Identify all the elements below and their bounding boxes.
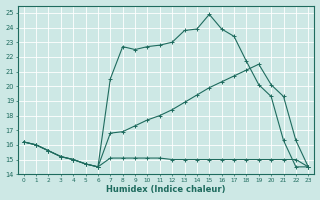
X-axis label: Humidex (Indice chaleur): Humidex (Indice chaleur)	[106, 185, 226, 194]
